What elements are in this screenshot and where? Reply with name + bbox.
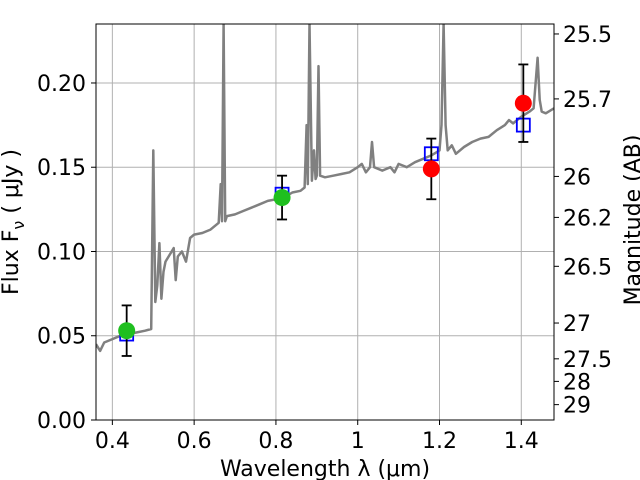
- plot-frame: [95, 23, 555, 421]
- axis-ticks: 0.4 0.6 0.8 1 1.2 1.4 0.00 0.05 0.10 0.15 0.20 25.5…: [37, 23, 612, 454]
- y2-axis-label: Magnitude (AB): [621, 135, 640, 306]
- x-tick-label: 1.2: [422, 429, 457, 454]
- x-tick-label: 0.6: [177, 429, 212, 454]
- y-tick-label: 0.10: [37, 240, 86, 265]
- plot-series: [96, 24, 554, 353]
- y2-tick-label: 26.5: [563, 255, 612, 280]
- y2-tick-label: 26.2: [563, 206, 612, 231]
- y2-tick-label: 26: [563, 165, 591, 190]
- x-tick-label: 0.4: [95, 429, 130, 454]
- y2-tick-label: 29: [563, 394, 591, 419]
- x-tick-label: 1: [351, 429, 365, 454]
- x-tick-label: 1.4: [504, 429, 539, 454]
- y2-tick-label: 28: [563, 370, 591, 395]
- y2-tick-label: 27: [563, 312, 591, 337]
- y2-tick-label: 27.5: [563, 348, 612, 373]
- y-tick-label: 0.00: [37, 409, 86, 434]
- x-tick-label: 0.8: [258, 429, 293, 454]
- y-tick-label: 0.20: [37, 72, 86, 97]
- y2-tick-label: 25.7: [563, 88, 612, 113]
- y-axis-label-subscript: ν: [9, 221, 28, 230]
- x-axis-label: Wavelength λ (μm): [220, 457, 430, 480]
- grid-lines: [96, 24, 554, 421]
- observed-point-marker: [273, 189, 291, 207]
- observed-point-marker: [514, 94, 532, 112]
- spectrum-line: [96, 24, 554, 353]
- y2-tick-label: 25.5: [563, 23, 612, 48]
- y-tick-label: 0.05: [37, 325, 86, 350]
- data-markers: [118, 63, 532, 357]
- observed-point-marker: [422, 160, 440, 178]
- y-axis-label-main: Flux F: [0, 230, 24, 295]
- observed-point-marker: [118, 322, 136, 340]
- y-axis-label-unit: ( μJy ): [0, 149, 24, 221]
- y-tick-label: 0.15: [37, 156, 86, 181]
- y-axis-label: Flux Fν ( μJy ): [0, 149, 28, 295]
